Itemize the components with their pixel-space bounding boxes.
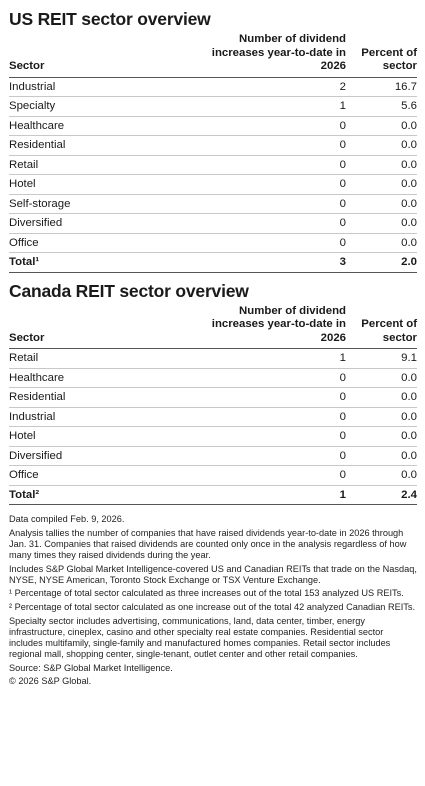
canada-table-body: Retail 1 9.1 Healthcare 0 0.0 Residential 0 0.0 I…	[9, 348, 417, 505]
us-table-title: US REIT sector overview	[9, 9, 211, 29]
cell-sector: Diversified	[9, 213, 209, 234]
cell-count: 0	[209, 426, 346, 447]
us-header-count: Number of dividend increases year-to-dat…	[209, 30, 346, 78]
table-row: Residential 0 0.0	[9, 387, 417, 408]
cell-sector: Retail	[9, 155, 209, 175]
footnote: ¹ Percentage of total sector calculated …	[9, 588, 404, 599]
cell-pct: 2.4	[346, 485, 417, 505]
cell-pct: 0.0	[346, 387, 417, 408]
cell-sector: Hotel	[9, 426, 209, 447]
table-row: Diversified 0 0.0	[9, 446, 417, 466]
cell-pct: 5.6	[346, 96, 417, 117]
cell-count: 0	[209, 155, 346, 175]
cell-sector: Office	[9, 465, 209, 486]
cell-sector: Specialty	[9, 96, 209, 117]
table-row: Hotel 0 0.0	[9, 174, 417, 195]
cell-pct: 0.0	[346, 155, 417, 175]
table-row: Specialty 1 5.6	[9, 96, 417, 117]
cell-count: 0	[209, 233, 346, 253]
table-row: Diversified 0 0.0	[9, 213, 417, 234]
cell-count: 0	[209, 465, 346, 486]
table-row: Industrial 0 0.0	[9, 407, 417, 427]
cell-sector: Office	[9, 233, 209, 253]
table-row: Office 0 0.0	[9, 465, 417, 486]
us-table-body: Industrial 2 16.7 Specialty 1 5.6 Healthcare 0 0…	[9, 77, 417, 273]
cell-count: 0	[209, 387, 346, 408]
table-row: Healthcare 0 0.0	[9, 116, 417, 136]
cell-pct: 0.0	[346, 407, 417, 427]
cell-pct: 2.0	[346, 252, 417, 273]
cell-sector: Total²	[9, 485, 209, 505]
us-total-row: Total¹ 3 2.0	[9, 252, 417, 273]
canada-sector-table: Sector Number of dividend increases year…	[9, 301, 417, 506]
canada-header-percent: Percent of sector	[346, 301, 417, 349]
table-row: Retail 1 9.1	[9, 348, 417, 369]
cell-pct: 0.0	[346, 116, 417, 136]
footnote: Specialty sector includes advertising, c…	[9, 615, 391, 660]
cell-sector: Residential	[9, 135, 209, 156]
page: US REIT sector overview Sector Number of…	[9, 9, 417, 688]
cell-sector: Industrial	[9, 77, 209, 97]
us-sector-table: Sector Number of dividend increases year…	[9, 30, 417, 273]
cell-count: 0	[209, 116, 346, 136]
cell-sector: Healthcare	[9, 116, 209, 136]
us-table-header-row: Sector Number of dividend increases year…	[9, 30, 417, 78]
cell-pct: 0.0	[346, 213, 417, 234]
cell-pct: 0.0	[346, 446, 417, 466]
cell-count: 1	[209, 485, 346, 505]
cell-sector: Industrial	[9, 407, 209, 427]
canada-table-title: Canada REIT sector overview	[9, 280, 249, 301]
cell-sector: Total¹	[9, 252, 209, 273]
cell-pct: 9.1	[346, 348, 417, 369]
cell-count: 1	[209, 348, 346, 369]
table-row: Residential 0 0.0	[9, 135, 417, 156]
cell-count: 0	[209, 368, 346, 388]
canada-header-count: Number of dividend increases year-to-dat…	[209, 301, 346, 349]
cell-pct: 0.0	[346, 194, 417, 214]
cell-pct: 0.0	[346, 233, 417, 253]
table-row: Industrial 2 16.7	[9, 77, 417, 97]
footnote: ² Percentage of total sector calculated …	[9, 601, 416, 612]
footnote: Source: S&P Global Market Intelligence.	[9, 662, 173, 673]
cell-count: 2	[209, 77, 346, 97]
cell-pct: 0.0	[346, 174, 417, 195]
cell-sector: Diversified	[9, 446, 209, 466]
table-row: Office 0 0.0	[9, 233, 417, 253]
cell-count: 0	[209, 174, 346, 195]
cell-pct: 0.0	[346, 135, 417, 156]
table-row: Hotel 0 0.0	[9, 426, 417, 447]
table-row: Healthcare 0 0.0	[9, 368, 417, 388]
cell-count: 0	[209, 446, 346, 466]
footnote: Data compiled Feb. 9, 2026.	[9, 514, 125, 524]
us-header-percent: Percent of sector	[346, 30, 417, 78]
footnotes: Data compiled Feb. 9, 2026. Analysis tall…	[9, 514, 417, 688]
cell-pct: 0.0	[346, 426, 417, 447]
cell-count: 3	[209, 252, 346, 273]
us-header-sector: Sector	[9, 30, 209, 78]
table-row: Retail 0 0.0	[9, 155, 417, 175]
cell-count: 0	[209, 194, 346, 214]
canada-table-header-row: Sector Number of dividend increases year…	[9, 301, 417, 349]
cell-count: 0	[209, 407, 346, 427]
cell-count: 1	[209, 96, 346, 117]
cell-sector: Self-storage	[9, 194, 209, 214]
canada-header-sector: Sector	[9, 301, 209, 349]
cell-sector: Residential	[9, 387, 209, 408]
cell-pct: 0.0	[346, 368, 417, 388]
table-row: Self-storage 0 0.0	[9, 194, 417, 214]
footnote: Analysis tallies the number of companies…	[9, 527, 407, 560]
cell-count: 0	[209, 135, 346, 156]
cell-pct: 0.0	[346, 465, 417, 486]
cell-sector: Retail	[9, 348, 209, 369]
canada-total-row: Total² 1 2.4	[9, 485, 417, 505]
cell-sector: Healthcare	[9, 368, 209, 388]
footnote: Includes S&P Global Market Intelligence-…	[9, 563, 417, 585]
cell-pct: 16.7	[346, 77, 417, 97]
footnote: © 2026 S&P Global.	[9, 676, 92, 687]
cell-count: 0	[209, 213, 346, 234]
cell-sector: Hotel	[9, 174, 209, 195]
